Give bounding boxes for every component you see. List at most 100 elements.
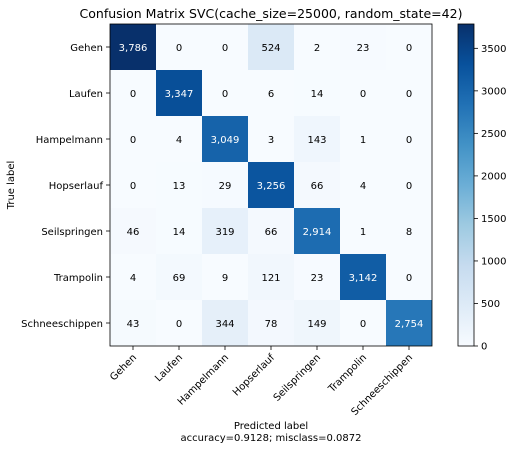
heatmap-cell bbox=[340, 300, 386, 346]
heatmap-cell bbox=[386, 70, 432, 116]
cell-value-label: 524 bbox=[261, 43, 280, 54]
colorbar-tick-label: 2500 bbox=[481, 129, 506, 140]
y-tick-label: Schneeschippen bbox=[21, 319, 103, 330]
heatmap-cell bbox=[110, 70, 156, 116]
cell-value-label: 0 bbox=[406, 273, 412, 284]
cell-value-label: 0 bbox=[130, 135, 136, 146]
cell-value-label: 121 bbox=[261, 273, 280, 284]
y-tick-label: Trampolin bbox=[53, 273, 103, 284]
cell-value-label: 3,786 bbox=[119, 43, 148, 54]
cell-value-label: 66 bbox=[265, 227, 278, 238]
y-tick-label: Gehen bbox=[70, 43, 103, 54]
cell-labels: 3,786 0 0 524 2 23 00 3,347 0 6 14 0 00 4 3,049 3 143 1 00… bbox=[119, 43, 424, 330]
colorbar-tick-label: 1500 bbox=[481, 214, 506, 225]
cell-value-label: 3,049 bbox=[211, 135, 240, 146]
cell-value-label: 66 bbox=[311, 181, 324, 192]
x-tick-label: Gehen bbox=[108, 352, 139, 383]
heatmap-cell bbox=[156, 208, 202, 254]
heatmap-cell bbox=[294, 116, 340, 162]
x-axis-label: Predicted label bbox=[234, 421, 308, 432]
cell-value-label: 0 bbox=[406, 135, 412, 146]
heatmap-cell bbox=[294, 254, 340, 300]
heatmap-cell bbox=[386, 300, 432, 346]
heatmap-cell bbox=[156, 162, 202, 208]
cell-value-label: 14 bbox=[311, 89, 324, 100]
cell-value-label: 0 bbox=[130, 181, 136, 192]
cell-value-label: 3,256 bbox=[257, 181, 286, 192]
y-axis-label: True label bbox=[6, 161, 17, 211]
cell-value-label: 0 bbox=[406, 89, 412, 100]
heatmap-cell bbox=[248, 162, 294, 208]
cell-value-label: 4 bbox=[360, 181, 366, 192]
heatmap-cell bbox=[110, 208, 156, 254]
cell-value-label: 0 bbox=[360, 319, 366, 330]
heatmap-cell bbox=[294, 162, 340, 208]
cell-value-label: 0 bbox=[176, 43, 182, 54]
heatmap-cell bbox=[248, 116, 294, 162]
cell-value-label: 2,754 bbox=[395, 319, 424, 330]
cell-value-label: 0 bbox=[406, 181, 412, 192]
cell-value-label: 0 bbox=[130, 89, 136, 100]
colorbar-tick-label: 3500 bbox=[481, 44, 506, 55]
cell-value-label: 1 bbox=[360, 227, 366, 238]
heatmap-cell bbox=[202, 24, 248, 70]
cell-value-label: 14 bbox=[173, 227, 186, 238]
cell-value-label: 0 bbox=[176, 319, 182, 330]
cell-value-label: 46 bbox=[127, 227, 140, 238]
heatmap-cell bbox=[156, 70, 202, 116]
heatmap-cell bbox=[386, 162, 432, 208]
colorbar-tick-label: 0 bbox=[481, 342, 487, 353]
cell-value-label: 3,347 bbox=[165, 89, 194, 100]
cell-value-label: 344 bbox=[215, 319, 234, 330]
cell-value-label: 0 bbox=[360, 89, 366, 100]
cell-value-label: 319 bbox=[215, 227, 234, 238]
cell-value-label: 29 bbox=[219, 181, 232, 192]
cell-value-label: 2,914 bbox=[303, 227, 332, 238]
x-tick-label: Seilspringen bbox=[272, 352, 323, 403]
heatmap-cell bbox=[202, 208, 248, 254]
y-tick-label: Seilspringen bbox=[41, 227, 103, 238]
heatmap-cell bbox=[294, 208, 340, 254]
heatmap-cell bbox=[340, 70, 386, 116]
heatmap-cell bbox=[294, 24, 340, 70]
cell-value-label: 13 bbox=[173, 181, 186, 192]
heatmap-cell bbox=[386, 116, 432, 162]
y-tick-labels: Gehen Laufen Hampelmann Hopserlauf Seilsprin… bbox=[21, 43, 110, 330]
heatmap-cell bbox=[110, 24, 156, 70]
cell-value-label: 0 bbox=[406, 43, 412, 54]
heatmap-cell bbox=[156, 300, 202, 346]
heatmap-cell bbox=[294, 70, 340, 116]
cell-value-label: 6 bbox=[268, 89, 274, 100]
cell-value-label: 4 bbox=[130, 273, 136, 284]
heatmap-cell bbox=[340, 116, 386, 162]
heatmap-cell bbox=[340, 254, 386, 300]
colorbar-tick-label: 3000 bbox=[481, 86, 506, 97]
heatmap-cell bbox=[202, 162, 248, 208]
heatmap-cell bbox=[248, 24, 294, 70]
colorbar: 0 500 1000 1500 2000 2500 3000 3500 bbox=[457, 23, 506, 353]
y-tick-label: Hampelmann bbox=[36, 135, 103, 146]
heatmap-cell bbox=[110, 254, 156, 300]
colorbar-tick-label: 500 bbox=[481, 299, 500, 310]
cell-value-label: 43 bbox=[127, 319, 140, 330]
colorbar-tick-label: 1000 bbox=[481, 256, 506, 267]
heatmap-cell bbox=[340, 24, 386, 70]
cell-value-label: 78 bbox=[265, 319, 278, 330]
cell-value-label: 69 bbox=[173, 273, 186, 284]
cell-value-label: 0 bbox=[222, 89, 228, 100]
heatmap-cell bbox=[340, 208, 386, 254]
cell-value-label: 3,142 bbox=[349, 273, 378, 284]
heatmap-cell bbox=[248, 254, 294, 300]
heatmap-cell bbox=[156, 116, 202, 162]
heatmap-cell bbox=[110, 162, 156, 208]
heatmap-cell bbox=[248, 300, 294, 346]
heatmap-cell bbox=[248, 208, 294, 254]
heatmap-cell bbox=[340, 162, 386, 208]
heatmap-cell bbox=[386, 208, 432, 254]
heatmap-cell bbox=[110, 300, 156, 346]
heatmap-cell bbox=[202, 254, 248, 300]
cell-value-label: 1 bbox=[360, 135, 366, 146]
y-tick-label: Laufen bbox=[69, 89, 103, 100]
colorbar-gradient bbox=[457, 23, 475, 347]
